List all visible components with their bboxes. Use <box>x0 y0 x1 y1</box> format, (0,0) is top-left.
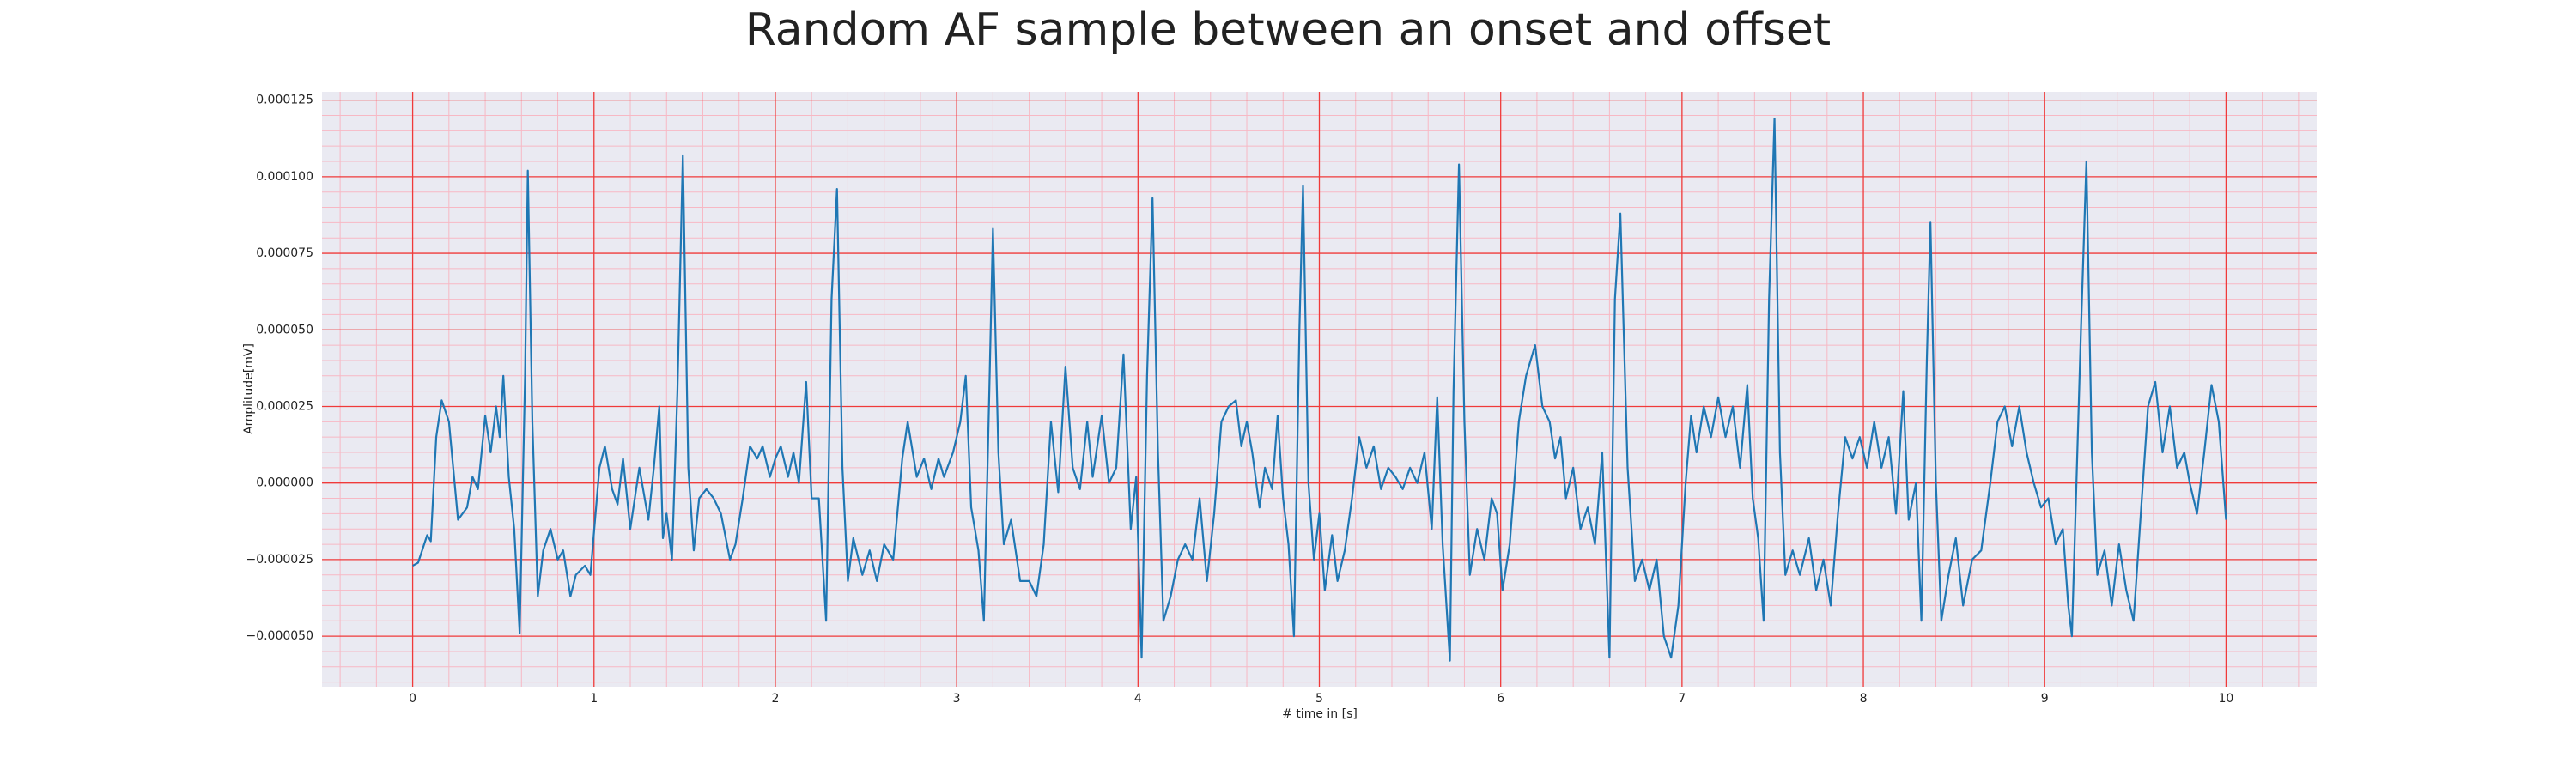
x-tick-label: 8 <box>1860 692 1868 706</box>
y-tick-label: 0.000025 <box>256 399 313 413</box>
x-tick-label: 4 <box>1134 692 1142 706</box>
x-tick-label: 10 <box>2218 692 2233 706</box>
x-tick-label: 3 <box>953 692 961 706</box>
x-axis-label: # time in [s] <box>1282 707 1358 721</box>
x-tick-label: 5 <box>1315 692 1323 706</box>
x-tick-label: 9 <box>2041 692 2049 706</box>
x-tick-label: 2 <box>771 692 779 706</box>
y-tick-label: 0.000000 <box>256 476 313 490</box>
y-tick-label: 0.000075 <box>256 246 313 260</box>
y-tick-label: 0.000100 <box>256 170 313 184</box>
y-axis-label: Amplitude[mV] <box>242 343 256 434</box>
y-tick-label: −0.000025 <box>246 553 313 567</box>
x-tick-label: 0 <box>409 692 416 706</box>
x-tick-label: 7 <box>1678 692 1686 706</box>
y-tick-label: −0.000050 <box>246 629 313 643</box>
x-tick-label: 1 <box>590 692 598 706</box>
chart-title: Random AF sample between an onset and of… <box>745 4 1831 56</box>
y-tick-label: 0.000125 <box>256 94 313 107</box>
x-tick-label: 6 <box>1497 692 1504 706</box>
y-tick-label: 0.000050 <box>256 323 313 336</box>
signal-line <box>412 117 2227 662</box>
